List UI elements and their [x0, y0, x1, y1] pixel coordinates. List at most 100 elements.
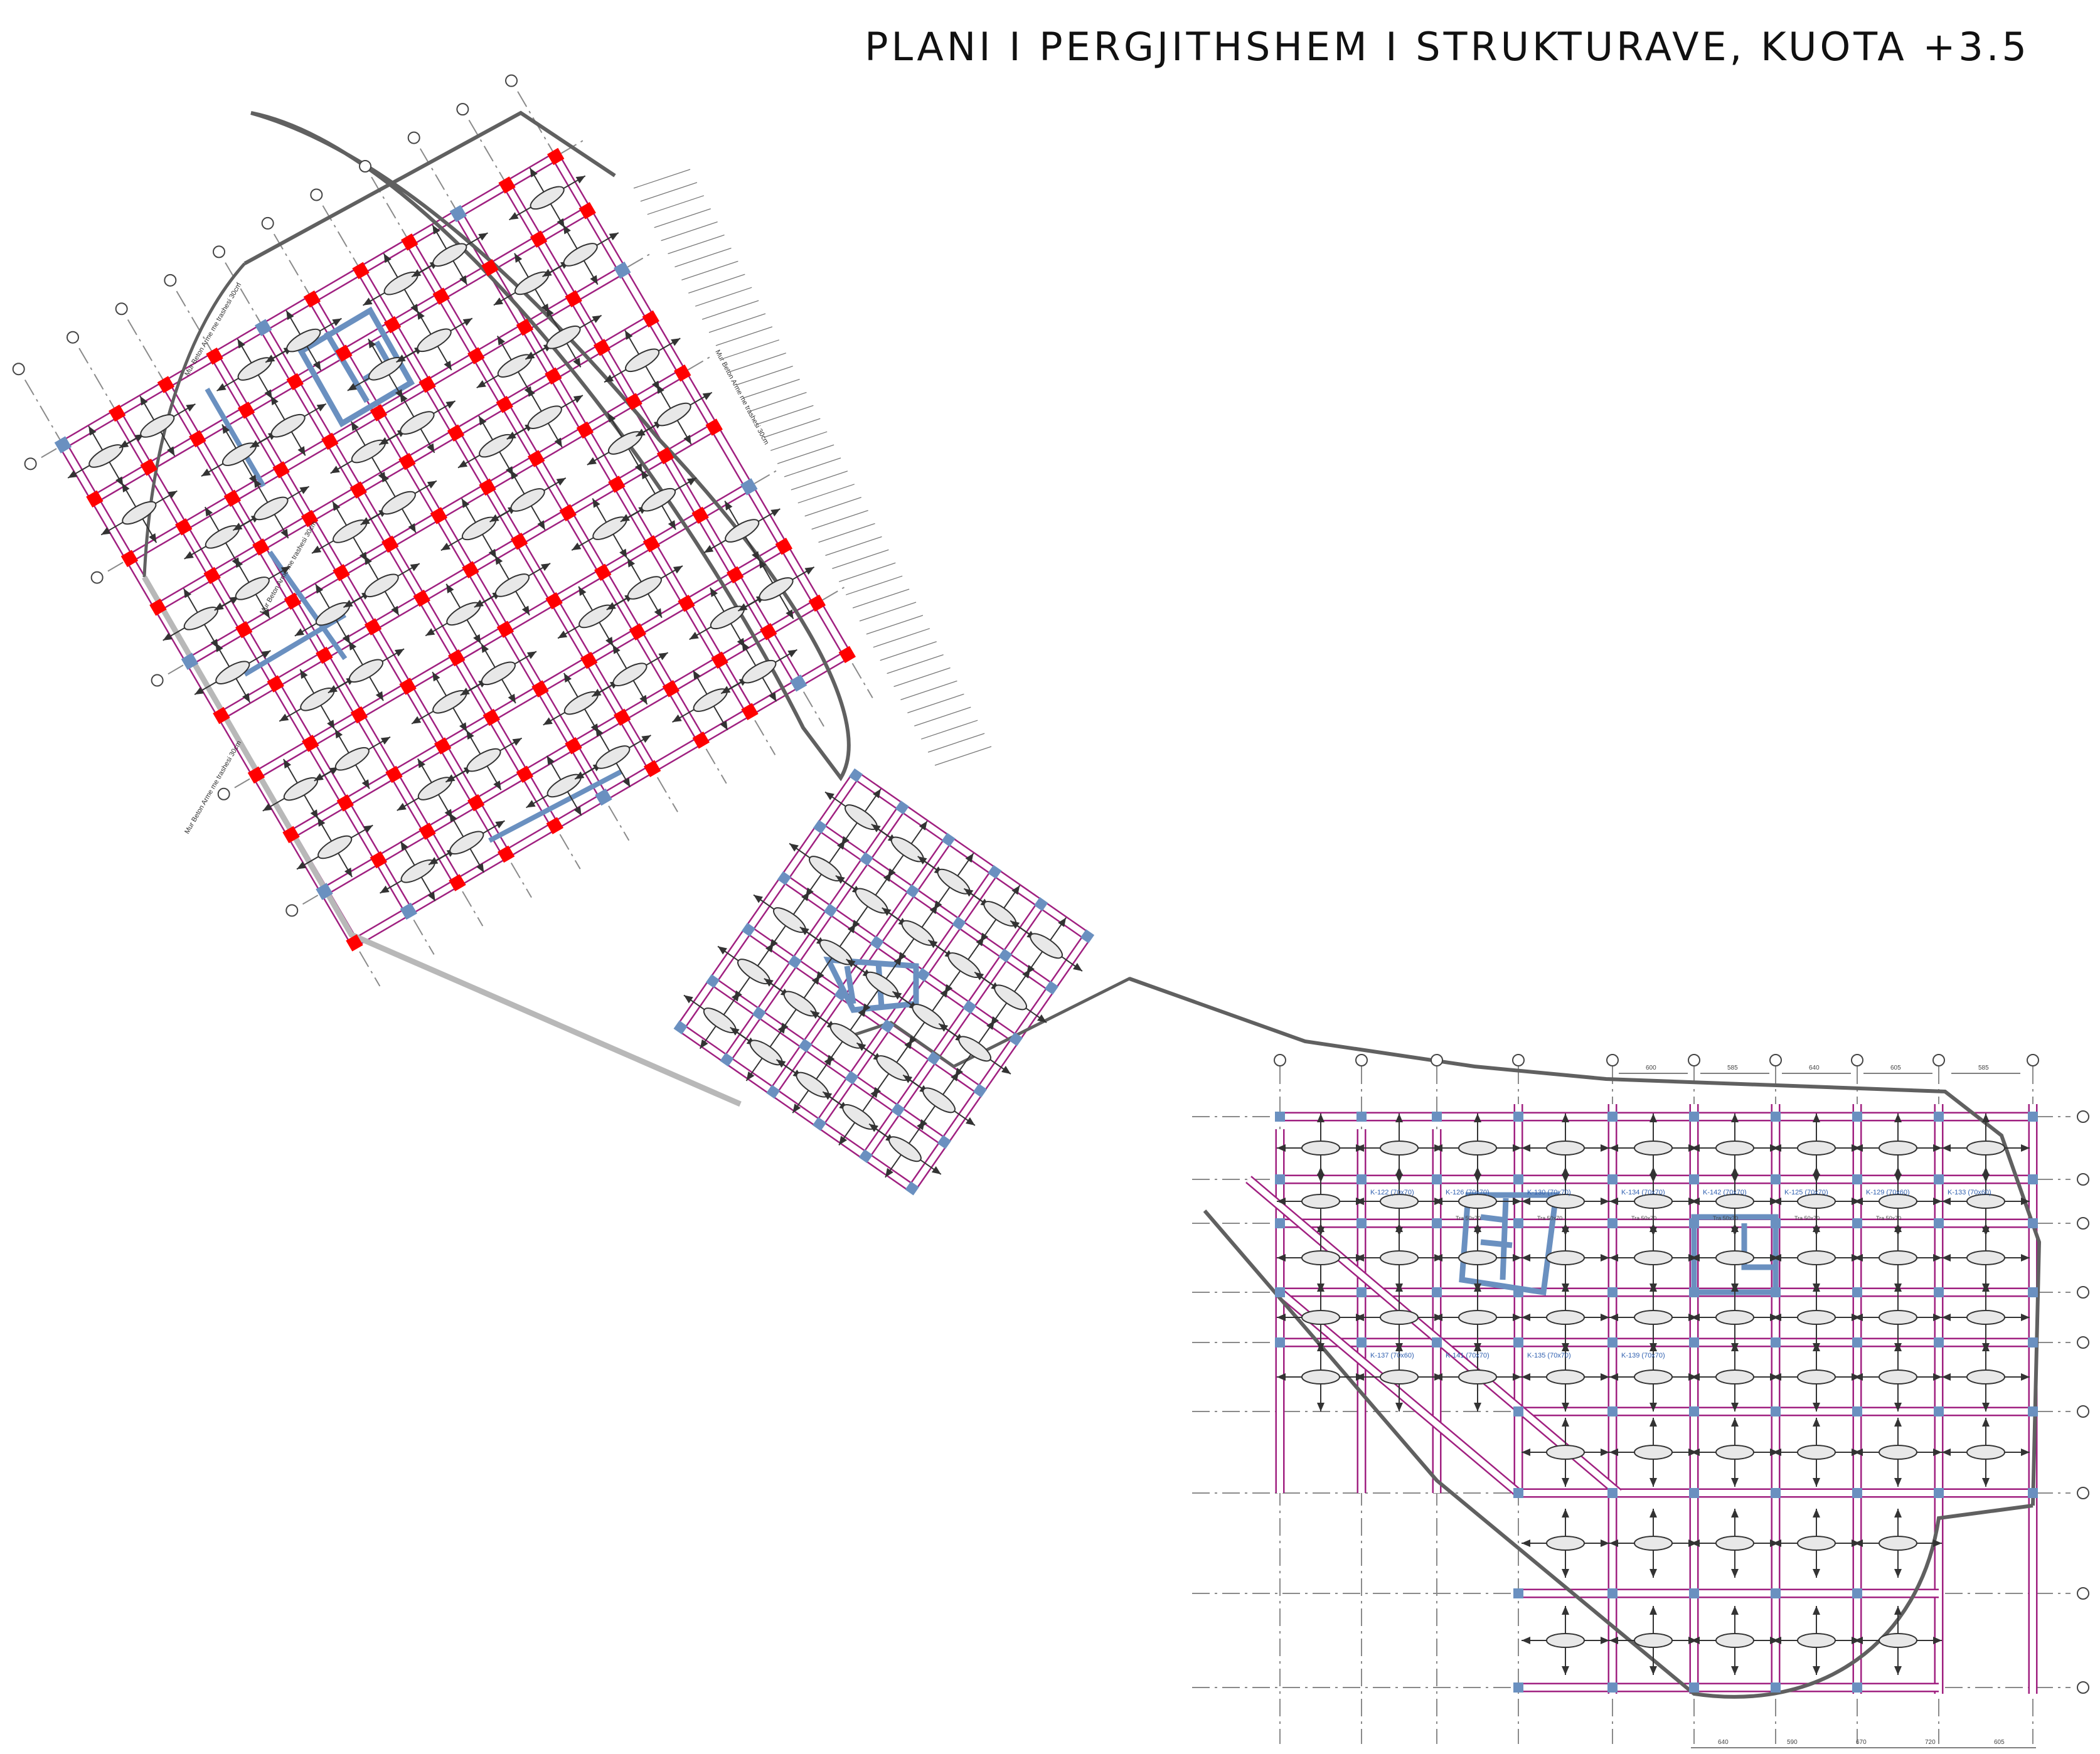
- column: [1356, 1337, 1367, 1347]
- beam-fill: [724, 805, 905, 1061]
- column: [1607, 1218, 1618, 1228]
- slab-span-symbol: [525, 307, 602, 368]
- column-label: K-139 (70x70): [1621, 1352, 1665, 1359]
- slab-oval: [1458, 1194, 1497, 1209]
- column: [848, 768, 863, 783]
- column: [1852, 1112, 1862, 1122]
- column: [1607, 1588, 1618, 1598]
- column: [705, 974, 720, 989]
- slab-oval: [1546, 1194, 1585, 1209]
- slab-span-symbol: [1434, 1283, 1522, 1352]
- slab-span-symbol: [1609, 1418, 1697, 1487]
- column: [1356, 1174, 1367, 1184]
- column: [962, 1000, 977, 1014]
- slab-span-symbol: [1942, 1283, 2030, 1352]
- axis-bubbles: [12, 74, 2089, 1694]
- slab-oval: [497, 354, 532, 378]
- axis-bubble: [1355, 1054, 1368, 1066]
- arrow-heads: [856, 1039, 929, 1097]
- axis-bubble: [359, 160, 372, 173]
- slab-oval: [215, 661, 250, 684]
- slab-oval: [1458, 1310, 1497, 1325]
- slab-span-symbol: [460, 643, 537, 704]
- hatch-line: [866, 615, 924, 635]
- arrow-heads: [754, 891, 826, 949]
- column: [235, 621, 253, 639]
- column: [838, 646, 856, 664]
- slab-oval: [183, 607, 218, 630]
- column: [2028, 1287, 2038, 1297]
- axis-bubble: [2027, 1054, 2039, 1066]
- slab-span-symbol: [314, 728, 391, 789]
- column: [1852, 1174, 1862, 1184]
- slab-span-symbol: [194, 642, 271, 703]
- slab-span-symbol: [1772, 1342, 1860, 1411]
- slab-oval: [334, 747, 370, 771]
- slab-oval: [1879, 1250, 1917, 1265]
- column: [565, 737, 582, 755]
- slab-oval: [348, 659, 384, 683]
- axis-bubble: [2077, 1487, 2089, 1499]
- column: [370, 404, 388, 422]
- column: [2028, 1174, 2038, 1184]
- slab-span-symbol: [720, 641, 797, 702]
- slab-oval: [1715, 1194, 1754, 1209]
- column: [1771, 1682, 1781, 1693]
- column: [510, 533, 528, 550]
- column: [545, 592, 563, 610]
- slab-span-symbol: [1609, 1509, 1697, 1578]
- slab-oval: [693, 688, 728, 712]
- slab-span-symbol: [119, 395, 196, 457]
- column: [775, 538, 793, 555]
- north-wall: [243, 110, 616, 265]
- arrow-heads: [928, 937, 1001, 994]
- hatch-line: [880, 641, 937, 661]
- column: [2028, 1218, 2038, 1228]
- column: [252, 538, 270, 556]
- column: [952, 916, 966, 931]
- column: [691, 506, 709, 524]
- column: [578, 202, 596, 220]
- column: [741, 703, 759, 721]
- column: [662, 680, 680, 698]
- column: [1689, 1406, 1699, 1416]
- arrow-heads: [1010, 917, 1082, 974]
- column: [1934, 1287, 1944, 1297]
- core-east-1: [1459, 1192, 1560, 1296]
- slab-oval: [1458, 1369, 1497, 1385]
- axis-bubble: [115, 302, 128, 316]
- hatch-line: [927, 733, 985, 753]
- column: [418, 375, 436, 393]
- slab-span-symbol: [871, 821, 944, 878]
- dimension-label: 605: [1890, 1065, 1901, 1071]
- column: [1034, 897, 1048, 912]
- slab-span-symbol: [542, 224, 619, 285]
- slab-span-symbol: [620, 469, 697, 530]
- column-label: K-122 (70x70): [1370, 1189, 1414, 1196]
- slab-span-symbol: [703, 500, 781, 561]
- dimension-label: 640: [1718, 1739, 1729, 1746]
- column: [798, 1038, 813, 1053]
- column: [2028, 1488, 2038, 1498]
- slab-span-symbol: [1691, 1223, 1779, 1292]
- axis-bubble: [261, 216, 274, 230]
- column: [789, 674, 807, 692]
- slab-oval: [1715, 1310, 1754, 1325]
- slab-span-symbol: [1277, 1342, 1365, 1411]
- slab-span-symbol: [1942, 1418, 2030, 1487]
- column: [812, 1117, 827, 1131]
- hatch-line: [777, 444, 834, 464]
- slab-oval: [527, 405, 562, 429]
- hatch-line: [859, 602, 917, 622]
- column: [336, 794, 354, 812]
- slab-span-symbol: [1434, 1223, 1522, 1292]
- column: [565, 290, 582, 307]
- column: [1689, 1174, 1699, 1184]
- column: [905, 884, 920, 898]
- slab-oval: [1301, 1369, 1340, 1385]
- column: [175, 518, 193, 536]
- column-label: K-134 (70x70): [1621, 1189, 1665, 1196]
- column: [364, 618, 382, 635]
- column: [1275, 1174, 1285, 1184]
- column: [1356, 1112, 1367, 1122]
